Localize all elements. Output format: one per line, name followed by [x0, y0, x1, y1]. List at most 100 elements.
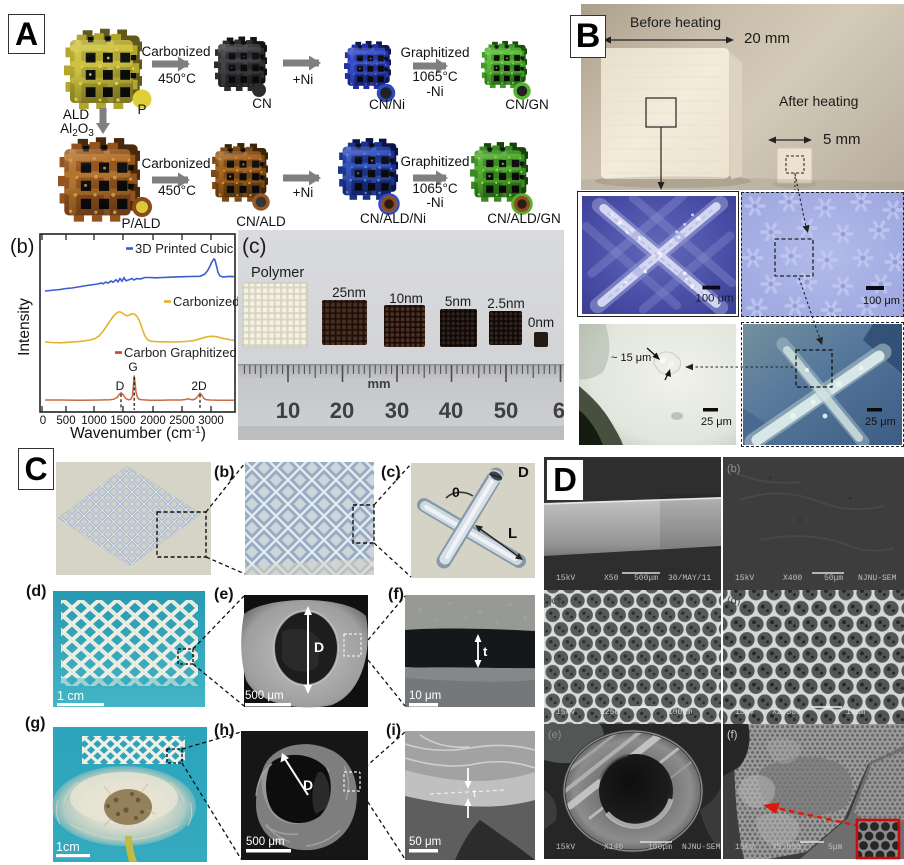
svg-text:(c): (c)	[381, 464, 401, 481]
svg-text:(c): (c)	[242, 235, 267, 258]
svg-text:CN/GN: CN/GN	[505, 97, 549, 112]
svg-text:30: 30	[385, 398, 409, 423]
svg-text:15kV: 15kV	[556, 574, 575, 583]
svg-text:Carbonized: Carbonized	[173, 294, 240, 309]
svg-text:1cm: 1cm	[56, 840, 80, 854]
svg-text:50: 50	[494, 398, 518, 423]
svg-text:CN/ALD: CN/ALD	[236, 214, 286, 229]
svg-text:CN/ALD/GN: CN/ALD/GN	[487, 211, 561, 226]
svg-text:NJNU-SEM: NJNU-SEM	[682, 843, 721, 852]
svg-text:25nm: 25nm	[332, 285, 366, 300]
svg-text:1500: 1500	[110, 415, 136, 427]
svg-text:(g): (g)	[25, 715, 45, 732]
svg-text:L: L	[508, 525, 517, 542]
svg-text:(d): (d)	[727, 595, 740, 607]
svg-text:NJNU-SEM: NJNU-SEM	[858, 574, 897, 583]
svg-text:Graphitized: Graphitized	[400, 45, 469, 60]
svg-text:Al2O3: Al2O3	[60, 121, 94, 139]
svg-text:D: D	[518, 464, 529, 481]
svg-text:t: t	[483, 644, 488, 659]
svg-text:(c): (c)	[548, 595, 561, 607]
svg-text:CN/Ni: CN/Ni	[369, 97, 405, 112]
svg-text:2500: 2500	[169, 415, 195, 427]
svg-text:Carbon Graphitized: Carbon Graphitized	[124, 345, 237, 360]
svg-text:500: 500	[56, 415, 75, 427]
svg-text:10nm: 10nm	[389, 291, 423, 306]
svg-text:X5,000: X5,000	[772, 843, 801, 852]
svg-text:(e): (e)	[548, 729, 561, 741]
svg-text:5nm: 5nm	[445, 294, 471, 309]
svg-text:1065°C: 1065°C	[412, 181, 457, 196]
svg-text:15kV: 15kV	[735, 574, 754, 583]
svg-text:Intensity: Intensity	[16, 298, 33, 356]
svg-text:10 μm: 10 μm	[409, 690, 441, 702]
svg-text:2.5nm: 2.5nm	[487, 296, 525, 311]
svg-text:20: 20	[330, 398, 354, 423]
svg-text:2D: 2D	[191, 379, 207, 393]
svg-text:6: 6	[553, 398, 564, 423]
svg-text:(b): (b)	[727, 463, 740, 475]
svg-text:100μm: 100μm	[648, 843, 672, 852]
svg-text:450°C: 450°C	[158, 183, 196, 198]
svg-text:10μm: 10μm	[846, 708, 865, 717]
svg-text:1065°C: 1065°C	[412, 69, 457, 84]
svg-text:Wavenumber (cm-1): Wavenumber (cm-1)	[70, 425, 206, 442]
svg-text:25 μm: 25 μm	[865, 416, 896, 428]
svg-text:40: 40	[439, 398, 463, 423]
svg-text:(d): (d)	[26, 583, 46, 600]
svg-text:50μm: 50μm	[824, 574, 843, 583]
svg-text:(b): (b)	[10, 236, 34, 258]
svg-text:0nm: 0nm	[528, 315, 554, 330]
svg-text:(f): (f)	[727, 729, 737, 741]
svg-text:X140: X140	[604, 843, 623, 852]
svg-text:CN/ALD/Ni: CN/ALD/Ni	[360, 211, 426, 226]
svg-text:X50: X50	[604, 574, 619, 583]
svg-text:500 μm: 500 μm	[245, 690, 284, 702]
svg-text:(b): (b)	[214, 464, 234, 481]
svg-text:0: 0	[40, 415, 46, 427]
svg-text:Carbonized: Carbonized	[141, 44, 210, 59]
svg-text:(e): (e)	[214, 586, 234, 603]
svg-text:+Ni: +Ni	[293, 185, 314, 200]
svg-text:1000: 1000	[81, 415, 107, 427]
svg-text:P/ALD: P/ALD	[121, 216, 160, 230]
svg-text:100 μm: 100 μm	[863, 295, 900, 307]
svg-text:G: G	[128, 360, 137, 374]
svg-text:10: 10	[276, 398, 300, 423]
svg-text:100μm: 100μm	[668, 708, 692, 717]
svg-text:Graphitized: Graphitized	[400, 154, 469, 169]
svg-text:(f): (f)	[388, 586, 404, 603]
svg-text:15kV: 15kV	[556, 843, 575, 852]
svg-text:-Ni: -Ni	[426, 84, 443, 99]
svg-text:15kV: 15kV	[556, 708, 575, 717]
svg-text:D: D	[314, 639, 324, 655]
svg-text:0: 0	[452, 484, 460, 500]
svg-text:500μm: 500μm	[634, 574, 658, 583]
svg-text:3000: 3000	[198, 415, 224, 427]
svg-text:Carbonized: Carbonized	[141, 156, 210, 171]
svg-text:ALD: ALD	[63, 107, 90, 122]
svg-text:15kV: 15kV	[735, 843, 754, 852]
svg-text:50 μm: 50 μm	[409, 836, 441, 848]
svg-text:+Ni: +Ni	[293, 72, 314, 87]
svg-text:2000: 2000	[140, 415, 166, 427]
svg-text:-Ni: -Ni	[426, 195, 443, 210]
svg-text:(h): (h)	[214, 722, 234, 739]
svg-text:500 μm: 500 μm	[246, 836, 285, 848]
svg-text:mm: mm	[367, 376, 390, 391]
svg-text:D: D	[303, 777, 313, 793]
svg-text:25 μm: 25 μm	[701, 416, 732, 428]
svg-text:100 μm: 100 μm	[696, 293, 734, 305]
svg-text:450°C: 450°C	[158, 71, 196, 86]
svg-text:D: D	[116, 379, 125, 393]
svg-text:P: P	[137, 102, 146, 117]
svg-text:Polymer: Polymer	[251, 265, 304, 281]
svg-text:X2,500: X2,500	[772, 708, 801, 717]
svg-text:30/MAY/11: 30/MAY/11	[668, 574, 711, 583]
svg-text:X400: X400	[783, 574, 802, 583]
svg-text:1 cm: 1 cm	[57, 689, 84, 703]
svg-text:t: t	[473, 788, 476, 800]
svg-text:(i): (i)	[386, 722, 401, 739]
svg-text:5μm: 5μm	[828, 843, 843, 852]
svg-text:3D Printed Cubic: 3D Printed Cubic	[135, 241, 234, 256]
